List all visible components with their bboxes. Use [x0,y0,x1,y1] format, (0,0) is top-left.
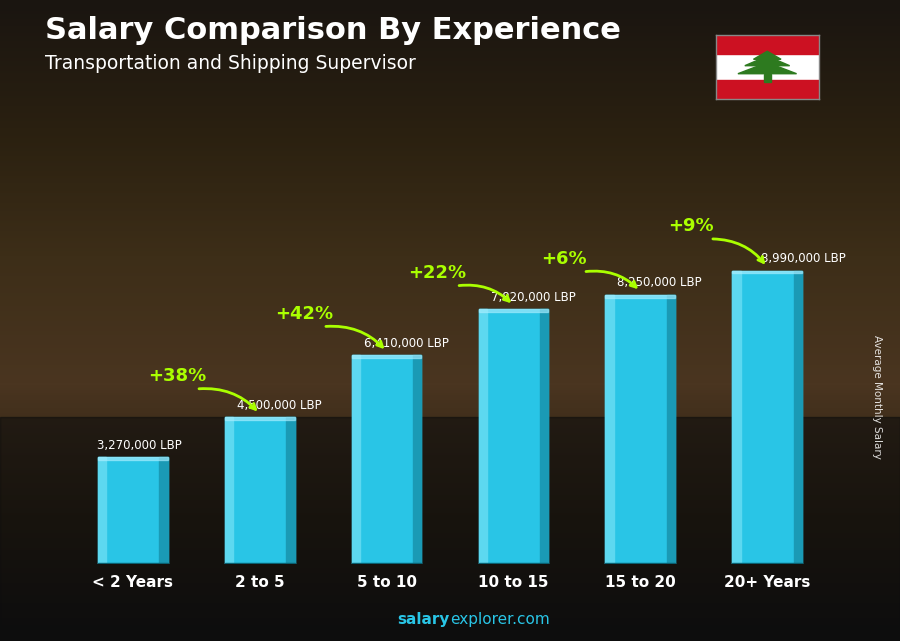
Bar [667,295,675,564]
Text: 7,820,000 LBP: 7,820,000 LBP [491,290,575,304]
Text: Average Monthly Salary: Average Monthly Salary [872,335,883,460]
Bar [479,309,548,564]
Bar [352,355,421,358]
Text: Transportation and Shipping Supervisor: Transportation and Shipping Supervisor [45,54,416,74]
Bar [733,271,802,274]
Bar [733,271,741,564]
Bar [0,417,900,641]
Bar [716,35,819,54]
Text: 8,250,000 LBP: 8,250,000 LBP [617,276,702,290]
Bar [225,417,294,564]
Bar [225,563,294,564]
Text: 3,270,000 LBP: 3,270,000 LBP [97,439,182,452]
Text: +6%: +6% [542,251,587,269]
Bar [352,355,360,564]
Bar [479,563,548,564]
Text: +22%: +22% [409,264,466,283]
Bar [479,309,548,312]
Text: +9%: +9% [669,217,714,235]
Bar [540,309,548,564]
Polygon shape [753,51,781,60]
Bar [159,457,167,564]
Bar [479,309,487,564]
Bar [286,417,294,564]
Bar [98,457,167,460]
Bar [98,563,167,564]
Bar [352,563,421,564]
Bar [716,80,819,99]
Bar [606,563,675,564]
Bar [606,295,614,564]
Text: explorer.com: explorer.com [450,612,550,627]
Bar [733,271,802,564]
Bar [352,355,421,564]
Bar [606,295,675,564]
Text: salary: salary [398,612,450,627]
Bar [98,457,167,564]
Text: +38%: +38% [148,367,206,385]
Bar [225,417,233,564]
Bar [413,355,421,564]
Polygon shape [738,63,796,74]
Bar [225,417,294,420]
Text: 6,410,000 LBP: 6,410,000 LBP [364,337,448,349]
Text: Salary Comparison By Experience: Salary Comparison By Experience [45,16,621,45]
Bar [733,563,802,564]
Bar [794,271,802,564]
Bar [606,295,675,297]
Text: 4,500,000 LBP: 4,500,000 LBP [237,399,321,412]
Polygon shape [745,56,789,65]
Text: 8,990,000 LBP: 8,990,000 LBP [760,253,846,265]
Text: +42%: +42% [275,305,333,323]
Bar [98,457,106,564]
Bar [764,74,770,81]
